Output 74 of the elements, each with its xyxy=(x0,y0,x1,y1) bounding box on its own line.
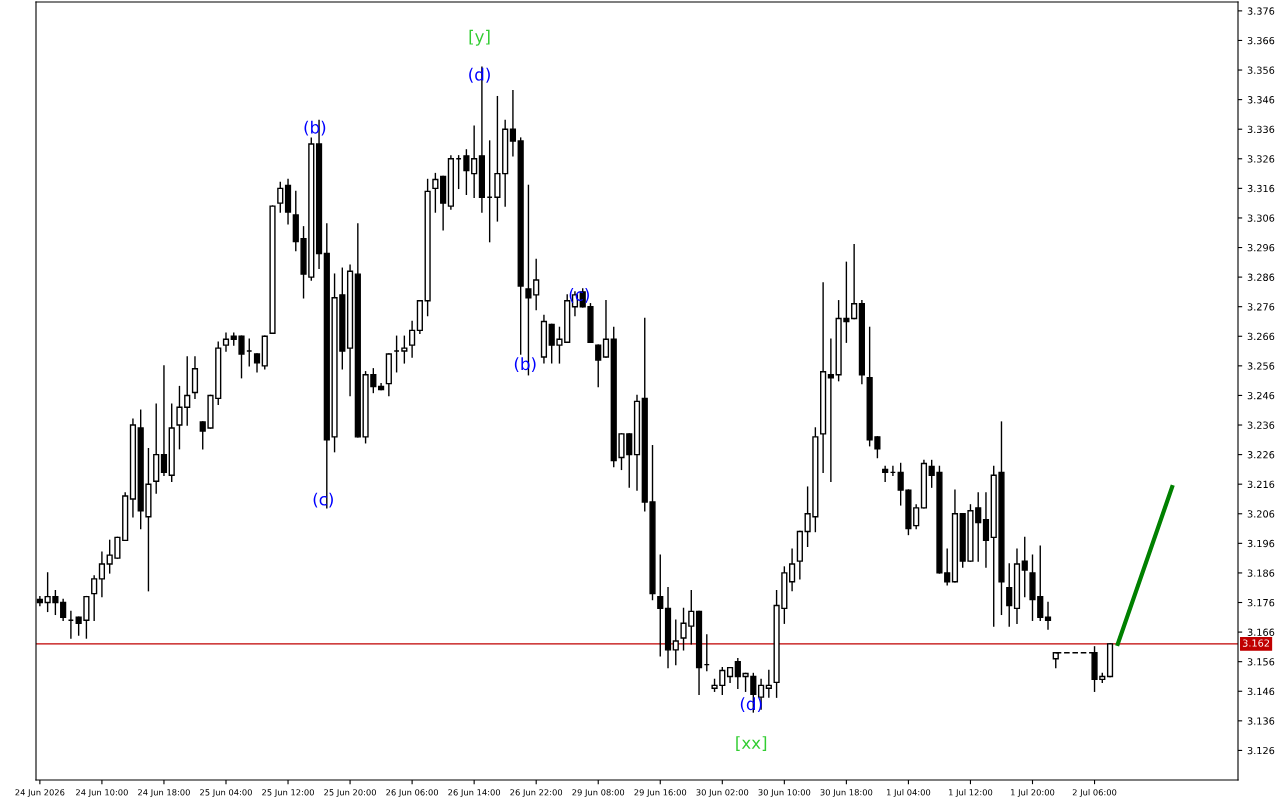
y-tick-label: 3.336 xyxy=(1247,125,1275,134)
x-tick-label: 1 Jul 04:00 xyxy=(887,789,931,798)
y-tick-label: 3.296 xyxy=(1247,244,1275,252)
x-tick-label: 26 Jun 06:00 xyxy=(386,789,439,798)
y-tick-label: 3.326 xyxy=(1247,155,1275,163)
y-tick-label: 3.266 xyxy=(1247,332,1275,341)
x-tick-label: 24 Jun 2026 xyxy=(15,789,65,798)
candlestick xyxy=(401,335,408,364)
y-tick-label: 3.136 xyxy=(1247,717,1275,725)
x-tick-label: 2 Jul 06:00 xyxy=(1072,789,1117,798)
candlestick xyxy=(509,90,517,157)
candlestick xyxy=(1006,563,1013,627)
y-tick-label: 3.356 xyxy=(1247,66,1275,74)
candlestick xyxy=(765,669,772,698)
y-tick-label: 3.286 xyxy=(1247,273,1275,281)
y-tick-label: 3.226 xyxy=(1247,451,1275,459)
x-tick-label: 1 Jul 20:00 xyxy=(1011,789,1055,798)
annotation: (c) xyxy=(569,288,589,303)
candlestick xyxy=(595,344,602,388)
y-tick-label: 3.346 xyxy=(1247,96,1275,104)
candlestick xyxy=(60,598,67,621)
candlestick xyxy=(672,619,679,666)
y-tick-label: 3.176 xyxy=(1247,598,1275,607)
candlestick xyxy=(827,338,834,482)
y-tick-label: 3.256 xyxy=(1247,362,1275,370)
y-tick-label: 3.306 xyxy=(1247,214,1275,222)
candlestick xyxy=(788,548,796,592)
x-tick-label: 25 Jun 12:00 xyxy=(262,789,314,798)
x-tick-label: 25 Jun 20:00 xyxy=(324,789,376,798)
candlestick xyxy=(463,149,470,195)
x-tick-label: 24 Jun 10:00 xyxy=(76,789,128,798)
candlestick xyxy=(160,365,168,477)
annotation: [y] xyxy=(469,29,490,46)
y-tick-label: 3.186 xyxy=(1247,569,1275,577)
x-tick-label: 26 Jun 22:00 xyxy=(510,789,563,798)
y-tick-label: 3.316 xyxy=(1247,184,1275,193)
x-tick-label: 26 Jun 14:00 xyxy=(448,789,501,798)
x-tick-label: 1 Jul 12:00 xyxy=(949,789,993,798)
annotation: [xx] xyxy=(736,736,767,752)
y-tick-label: 3.126 xyxy=(1247,746,1275,755)
y-tick-label: 3.156 xyxy=(1247,658,1275,666)
candlestick xyxy=(277,181,284,213)
candlestick xyxy=(409,320,416,358)
x-tick-label: 30 Jun 10:00 xyxy=(758,789,811,798)
y-tick-label: 3.216 xyxy=(1247,480,1275,489)
x-tick-label: 29 Jun 16:00 xyxy=(634,789,687,798)
candlestick xyxy=(602,300,610,358)
candlestick xyxy=(471,125,478,198)
x-tick-label: 30 Jun 18:00 xyxy=(820,789,873,798)
candlestick xyxy=(432,172,439,213)
y-tick-label: 3.166 xyxy=(1247,628,1275,636)
y-tick-label: 3.366 xyxy=(1247,36,1275,45)
candlestick xyxy=(982,492,990,568)
y-tick-label: 3.236 xyxy=(1247,421,1275,429)
candlestick xyxy=(882,465,889,482)
candlestick xyxy=(91,575,98,621)
x-tick-label: 24 Jun 18:00 xyxy=(138,789,190,798)
y-tick-label: 3.246 xyxy=(1247,391,1275,400)
candlestick xyxy=(191,356,199,400)
candlestick xyxy=(98,551,106,598)
x-tick-label: 30 Jun 02:00 xyxy=(696,789,749,798)
candlestick xyxy=(851,243,858,320)
y-tick-label: 3.376 xyxy=(1247,7,1275,15)
y-tick-label: 3.146 xyxy=(1247,687,1275,696)
y-tick-label: 3.206 xyxy=(1247,510,1275,518)
candlestick xyxy=(222,332,230,352)
ref-line-label: 3.162 xyxy=(1242,639,1270,647)
x-tick-label: 29 Jun 08:00 xyxy=(572,789,625,798)
candlestick xyxy=(1021,536,1028,598)
y-tick-label: 3.196 xyxy=(1247,539,1275,548)
y-tick-label: 3.276 xyxy=(1247,303,1275,311)
candlestick xyxy=(657,554,664,657)
candlestick xyxy=(1044,601,1052,630)
x-tick-label: 25 Jun 04:00 xyxy=(200,789,252,798)
